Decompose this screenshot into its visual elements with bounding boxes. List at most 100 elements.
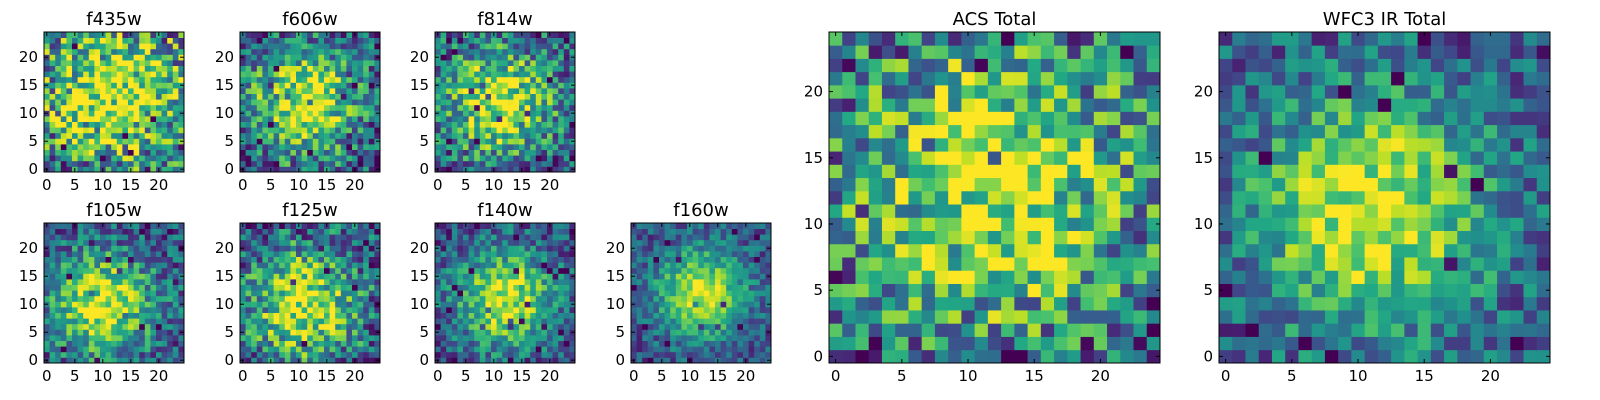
heatmap-cell xyxy=(340,110,347,117)
heatmap-cell xyxy=(468,223,475,229)
heatmap-cell xyxy=(144,351,151,358)
heatmap-cell xyxy=(569,76,576,83)
heatmap-cell xyxy=(133,43,140,50)
heatmap-cell xyxy=(974,257,989,271)
heatmap-cell xyxy=(111,351,118,358)
heatmap-cell xyxy=(720,295,727,302)
heatmap-cell xyxy=(541,37,548,44)
heatmap-cell xyxy=(72,335,78,341)
heatmap-cell xyxy=(647,262,654,269)
heatmap-cell xyxy=(318,60,325,66)
heatmap-cell xyxy=(631,335,637,341)
heatmap-cell xyxy=(692,273,699,280)
heatmap-cell xyxy=(524,132,531,139)
heatmap-cell xyxy=(446,93,453,100)
heatmap-cell xyxy=(507,267,514,274)
heatmap-cell xyxy=(446,262,453,269)
heatmap-cell xyxy=(457,71,464,78)
heatmap-cell xyxy=(519,323,525,330)
heatmap-cell xyxy=(111,155,118,162)
heatmap-cell xyxy=(245,340,252,347)
heatmap-cell xyxy=(485,351,492,358)
heatmap-cell xyxy=(491,256,497,263)
heatmap-cell xyxy=(446,76,453,83)
heatmap-cell xyxy=(105,127,112,134)
heatmap-cell xyxy=(318,82,325,89)
heatmap-cell xyxy=(284,60,291,66)
heatmap-cell xyxy=(88,65,95,72)
heatmap-cell xyxy=(709,290,716,297)
heatmap-cell xyxy=(1093,257,1108,271)
heatmap-cell xyxy=(55,43,62,50)
heatmap-cell xyxy=(116,99,123,106)
heatmap-cell xyxy=(256,104,263,111)
heatmap-cell xyxy=(363,340,370,347)
heatmap-cell xyxy=(1040,230,1055,245)
heatmap-cell xyxy=(352,99,358,106)
heatmap-cell xyxy=(474,65,481,72)
heatmap-cell xyxy=(440,65,447,72)
heatmap-cell xyxy=(178,346,185,353)
heatmap-cell xyxy=(631,262,637,269)
heatmap-cell xyxy=(895,296,909,311)
heatmap-cell xyxy=(172,127,179,134)
heatmap-cell xyxy=(440,335,447,341)
heatmap-cell xyxy=(251,149,258,156)
heatmap-cell xyxy=(974,283,989,298)
heatmap-cell xyxy=(519,99,525,106)
heatmap-cell xyxy=(161,245,168,252)
heatmap-cell xyxy=(44,104,50,111)
heatmap-cell xyxy=(535,256,542,263)
heatmap-cell xyxy=(558,284,565,291)
heatmap-cell xyxy=(312,110,319,117)
heatmap-cell xyxy=(502,127,509,134)
heatmap-cell xyxy=(547,234,553,241)
heatmap-cell xyxy=(908,204,923,218)
heatmap-cell xyxy=(256,121,263,128)
heatmap-cell xyxy=(670,323,677,330)
heatmap-cell xyxy=(1146,349,1161,364)
heatmap-cell xyxy=(133,234,140,241)
heatmap-cell xyxy=(659,318,665,325)
heatmap-cell xyxy=(569,155,576,162)
heatmap-cell xyxy=(357,149,364,156)
heatmap-cell xyxy=(290,335,297,341)
heatmap-cell xyxy=(55,110,62,117)
heatmap-cell xyxy=(296,346,302,353)
heatmap-cell xyxy=(479,351,486,358)
heatmap-cell xyxy=(88,312,95,319)
heatmap-cell xyxy=(468,121,475,128)
heatmap-cell xyxy=(116,43,123,50)
heatmap-cell xyxy=(178,256,185,263)
heatmap-cell xyxy=(352,312,358,319)
heatmap-cell xyxy=(435,121,441,128)
heatmap-cell xyxy=(296,149,302,156)
heatmap-cell xyxy=(446,234,453,241)
heatmap-cell xyxy=(569,43,576,50)
heatmap-cell xyxy=(77,144,84,150)
heatmap-cell xyxy=(150,138,157,145)
heatmap-cell xyxy=(485,43,492,50)
heatmap-cell xyxy=(726,346,733,353)
heatmap-cell xyxy=(55,60,62,66)
heatmap-cell xyxy=(446,251,453,257)
heatmap-cell xyxy=(479,76,486,83)
heatmap-cell xyxy=(122,323,129,330)
heatmap-cell xyxy=(552,239,559,246)
heatmap-cell xyxy=(49,116,56,122)
heatmap-cell xyxy=(474,267,481,274)
heatmap-cell xyxy=(569,127,576,134)
heatmap-cell xyxy=(552,256,559,263)
heatmap-cell xyxy=(144,60,151,66)
heatmap-cell xyxy=(329,228,336,235)
heatmap-cell xyxy=(167,37,174,44)
heatmap-cell xyxy=(318,335,325,341)
heatmap-cell xyxy=(692,262,699,269)
heatmap-cell xyxy=(357,290,364,297)
heatmap-cell xyxy=(759,290,766,297)
heatmap-cell xyxy=(868,270,883,284)
heatmap-cell xyxy=(88,273,95,280)
heatmap-cell xyxy=(468,166,475,173)
heatmap-cell xyxy=(829,310,843,324)
heatmap-cell xyxy=(855,336,870,351)
